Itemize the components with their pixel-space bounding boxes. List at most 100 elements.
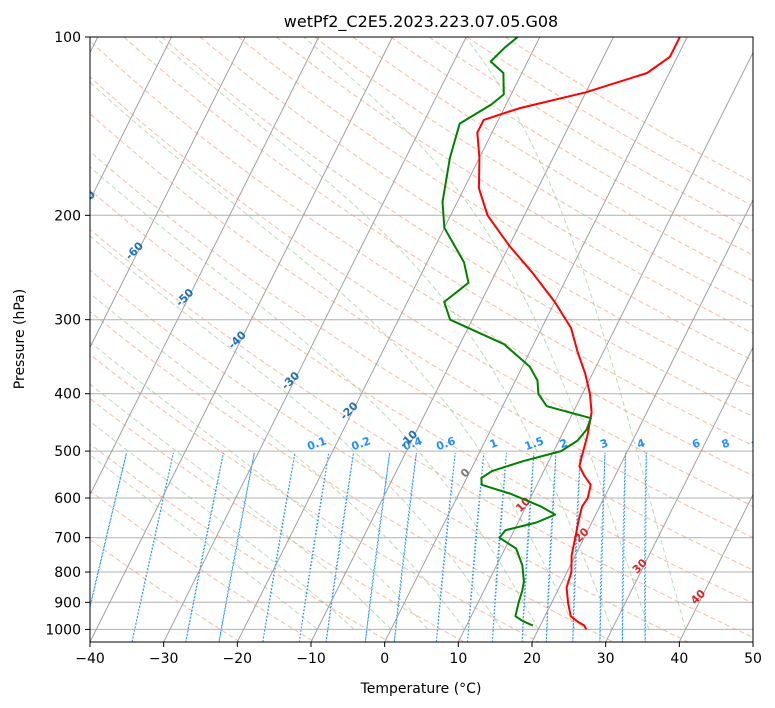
moist-adiabat: [90, 81, 576, 630]
mixing-ratio-label: 6: [690, 436, 702, 451]
mixing-ratio-line: [491, 452, 507, 642]
mixing-ratio-line: [521, 452, 535, 642]
dry-adiabat: [90, 189, 753, 604]
dry-adiabat: [90, 40, 753, 477]
mixing-ratio-line: [393, 452, 417, 642]
dry-adiabat: [123, 37, 753, 447]
mixing-ratio-label: 0.2: [350, 434, 373, 453]
dry-adiabat: [466, 37, 753, 207]
mixing-ratio-line: [185, 452, 224, 642]
x-tick-label: 30: [597, 651, 615, 667]
isotherm-gridline: [90, 37, 172, 202]
temperature-profile: [476, 37, 681, 630]
mixing-ratio-line: [572, 452, 581, 642]
mixing-ratio-label: 3: [598, 436, 610, 451]
isotherm-gridline: [457, 51, 753, 642]
moist-adiabat: [90, 166, 539, 630]
mixing-ratio-label: 1.5: [523, 434, 546, 453]
x-tick-label: −20: [223, 651, 253, 667]
moist-adiabat: [90, 341, 429, 630]
isotherm-label: 0: [458, 466, 473, 481]
mixing-ratio-line: [218, 452, 255, 642]
x-tick-label: 40: [670, 651, 688, 667]
dry-adiabat: [390, 37, 753, 256]
x-tick-label: −10: [296, 651, 326, 667]
mixing-ratio-label: 0.6: [434, 434, 457, 453]
isotherm-gridline: [310, 37, 614, 642]
moist-adiabat: [303, 37, 650, 630]
mixing-ratio-label: 10: [749, 435, 768, 453]
mixing-ratio-label: 1: [488, 436, 500, 451]
isotherm-label: -80: [27, 137, 50, 160]
dry-adiabat: [199, 37, 753, 389]
mixing-ratio-label: 8: [720, 436, 732, 451]
mixing-ratio-line: [325, 452, 354, 642]
mixing-ratio-line: [599, 452, 606, 642]
y-tick-label: 900: [54, 595, 81, 611]
mixing-ratio-label: 0.4: [401, 434, 424, 453]
mixing-ratio-label: 0.1: [305, 434, 328, 453]
mixing-ratio-line: [90, 452, 127, 610]
dry-adiabat: [90, 269, 689, 642]
x-tick-label: −40: [75, 651, 105, 667]
y-tick-label: 800: [54, 565, 81, 581]
mixing-ratio-label: 2: [558, 436, 570, 451]
mixing-ratio-line: [644, 452, 647, 642]
dry-adiabat: [352, 37, 753, 282]
isotherm-gridline: [90, 37, 320, 496]
moist-adiabat: [90, 235, 502, 630]
dry-adiabat: [90, 228, 753, 638]
mixing-ratio-line: [131, 452, 174, 642]
mixing-ratio-line: [364, 452, 391, 642]
x-tick-label: 10: [449, 651, 467, 667]
y-tick-label: 400: [54, 387, 81, 403]
dry-adiabat: [90, 113, 753, 539]
y-tick-label: 700: [54, 531, 81, 547]
isotherm-label: -70: [75, 188, 98, 211]
dry-adiabat: [237, 37, 753, 362]
mixing-ratio-line: [545, 452, 557, 642]
dry-adiabat: [90, 76, 753, 507]
dry-adiabat: [504, 37, 753, 183]
moist-adiabat: [90, 454, 318, 630]
dry-adiabat: [90, 443, 390, 642]
y-tick-label: 1000: [45, 622, 81, 638]
dry-adiabat: [276, 37, 753, 334]
x-tick-label: 0: [380, 651, 389, 667]
chart-title: wetPf2_C2E5.2023.223.07.05.G08: [284, 12, 558, 32]
x-axis-label: Temperature (°C): [360, 681, 482, 697]
moist-adiabat: [90, 420, 355, 630]
y-tick-label: 300: [54, 313, 81, 329]
dry-adiabat: [90, 150, 753, 571]
isotherm-gridline: [605, 346, 753, 642]
dry-adiabat: [90, 538, 241, 642]
y-tick-label: 200: [54, 208, 81, 224]
isotherm-gridline: [531, 198, 753, 642]
mixing-ratio-line: [262, 452, 296, 642]
mixing-ratio-line: [298, 452, 330, 642]
dry-adiabat: [90, 490, 315, 642]
isotherm-gridline: [90, 37, 246, 349]
dewpoint-profile: [441, 37, 592, 627]
dry-adiabat: [428, 37, 753, 232]
mixing-ratio-line: [467, 452, 485, 642]
y-tick-label: 100: [54, 30, 81, 46]
mixing-ratio-label: 4: [635, 436, 647, 451]
isotherm-gridline: [752, 640, 753, 642]
dry-adiabat: [90, 353, 540, 642]
x-tick-label: 20: [523, 651, 541, 667]
y-tick-label: 600: [54, 491, 81, 507]
isotherm-gridline: [678, 493, 753, 642]
x-tick-label: 50: [744, 651, 762, 667]
isotherm-label: -90: [0, 86, 2, 109]
mixing-ratio-line: [621, 452, 626, 642]
x-tick-label: −30: [149, 651, 179, 667]
isotherm-gridline: [90, 37, 393, 642]
moist-adiabat: [464, 37, 687, 630]
mixing-ratio-line: [435, 452, 456, 642]
plot-frame: [89, 36, 754, 643]
moist-adiabat: [154, 37, 613, 630]
dry-adiabat: [90, 311, 614, 642]
